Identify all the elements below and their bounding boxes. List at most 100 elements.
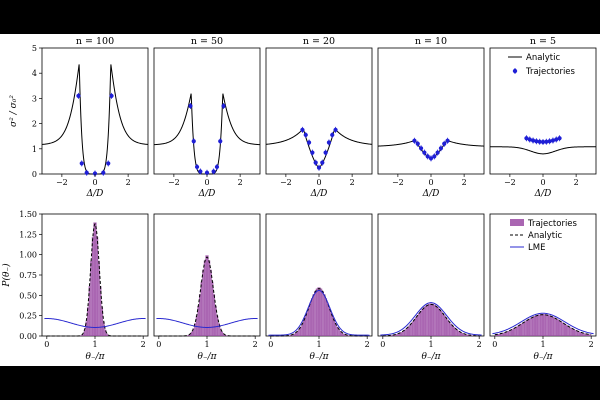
histogram-bar xyxy=(298,329,300,336)
histogram-bar xyxy=(494,334,497,336)
histogram-bar xyxy=(531,316,534,336)
top-trajectory-point xyxy=(109,93,114,98)
bottom-lme-line-1 xyxy=(44,318,146,328)
bottom-ytick-label: 1.50 xyxy=(19,210,37,219)
histogram-bar xyxy=(557,319,560,336)
top-xtick-label: 2 xyxy=(350,178,355,187)
histogram-bar xyxy=(583,333,585,336)
histogram-bar xyxy=(402,331,404,336)
histogram-bar xyxy=(330,311,332,336)
histogram-bar xyxy=(205,255,207,336)
top-trajectory-point xyxy=(537,139,542,144)
top-xtick-label: 2 xyxy=(574,178,579,187)
histogram-bar xyxy=(455,328,457,336)
bottom-xtick-label: 0 xyxy=(268,340,273,349)
bottom-ytick-label: 0.00 xyxy=(19,332,37,341)
histogram-bar xyxy=(567,325,569,336)
histogram-bar xyxy=(526,319,529,336)
top-trajectory-point xyxy=(415,141,420,146)
top-analytic-line-5 xyxy=(490,146,596,155)
histogram-bar xyxy=(294,332,297,336)
histogram-bar xyxy=(581,332,584,336)
bottom-xtick-label: 2 xyxy=(253,340,258,349)
histogram-bar xyxy=(299,326,302,336)
top-xtick-label: 0 xyxy=(92,178,97,187)
histogram-bar xyxy=(464,334,467,336)
bottom-xtick-label: 2 xyxy=(141,340,146,349)
histogram-bar xyxy=(448,321,451,336)
histogram-bar xyxy=(320,288,323,336)
histogram-bar xyxy=(395,334,398,336)
bottom-xlabel-3: θ₋/π xyxy=(309,352,329,362)
top-trajectory-point xyxy=(326,140,332,145)
histogram-bar xyxy=(414,317,417,336)
top-panel-frame-5 xyxy=(489,47,597,175)
top-xtick-label: 2 xyxy=(462,178,467,187)
histogram-bar xyxy=(506,331,508,336)
histogram-bar xyxy=(203,260,206,336)
bottom-xtick-label: 1 xyxy=(204,340,209,349)
legend-histogram-label: Trajectories xyxy=(527,219,578,229)
histogram-bar xyxy=(520,323,523,336)
histogram-bar xyxy=(445,317,448,336)
histogram-bar xyxy=(195,315,198,336)
histogram-bar xyxy=(95,222,97,336)
top-trajectory-point xyxy=(412,138,417,143)
histogram-bar xyxy=(192,328,195,336)
histogram-bar xyxy=(573,329,576,336)
histogram-bar xyxy=(80,335,83,336)
histogram-bar xyxy=(568,326,571,336)
top-trajectory-point xyxy=(79,161,84,166)
histogram-bar xyxy=(194,323,196,336)
bottom-xlabel-1: θ₋/π xyxy=(85,352,105,362)
top-xtick-label: −2 xyxy=(504,178,516,187)
top-trajectory-point xyxy=(313,160,318,165)
top-trajectory-point xyxy=(191,139,196,144)
histogram-bar xyxy=(198,294,201,336)
bottom-xtick-label: 2 xyxy=(365,340,370,349)
histogram-bar xyxy=(208,260,211,336)
histogram-bar xyxy=(98,260,100,336)
top-trajectory-point xyxy=(300,127,305,132)
top-trajectory-point xyxy=(320,160,325,165)
histogram-bar xyxy=(463,333,465,336)
histogram-bar xyxy=(187,334,190,336)
histogram-bar xyxy=(306,311,308,336)
histogram-bar xyxy=(453,327,456,336)
histogram-bar xyxy=(496,334,499,336)
histogram-bar xyxy=(419,310,422,336)
bottom-ytick-label: 1.00 xyxy=(19,251,37,260)
legend-trajectories-swatch xyxy=(512,68,518,74)
top-trajectory-point xyxy=(527,137,532,142)
histogram-bar xyxy=(587,334,590,336)
histogram-bar xyxy=(499,333,502,336)
histogram-bar xyxy=(88,286,91,336)
top-trajectory-point xyxy=(540,139,546,145)
histogram-bar xyxy=(304,316,307,336)
histogram-bar xyxy=(405,328,407,336)
histogram-bar xyxy=(315,288,318,336)
histogram-bar xyxy=(434,304,436,336)
top-ytick-label: 5 xyxy=(32,44,37,53)
top-ytick-label: 0 xyxy=(32,170,37,179)
histogram-bar xyxy=(422,307,425,336)
bottom-xtick-label: 0 xyxy=(492,340,497,349)
histogram-bar xyxy=(398,332,401,336)
histogram-bar xyxy=(501,333,503,336)
top-trajectory-point xyxy=(442,141,447,146)
histogram-bar xyxy=(504,332,507,336)
bottom-xlabel-2: θ₋/π xyxy=(197,352,217,362)
histogram-bar xyxy=(456,329,459,336)
top-trajectory-point xyxy=(425,154,430,159)
histogram-bar xyxy=(336,326,339,336)
histogram-bar xyxy=(418,313,420,336)
histogram-bar xyxy=(424,305,427,336)
top-xtick-label: −2 xyxy=(168,178,180,187)
histogram-bar xyxy=(584,333,587,336)
top-panel-frame-4 xyxy=(377,47,485,175)
histogram-bar xyxy=(563,323,566,336)
histogram-bar xyxy=(410,323,412,336)
top-trajectory-point xyxy=(198,169,203,174)
top-trajectory-point xyxy=(101,170,106,175)
top-trajectory-point xyxy=(550,138,556,143)
